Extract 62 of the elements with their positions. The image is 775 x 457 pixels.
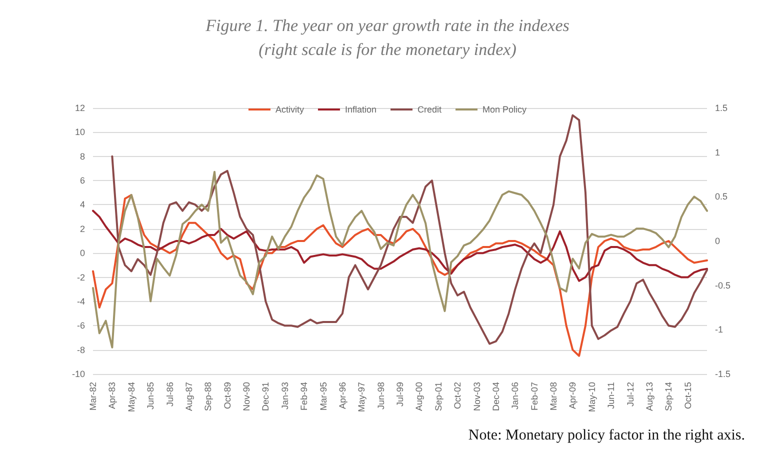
- x-tick-label: Mar-95: [318, 382, 328, 411]
- y2-tick-label: -1.5: [715, 369, 731, 379]
- x-tick-label: Nov-03: [472, 382, 482, 412]
- x-tick-label: Apr-09: [568, 382, 578, 410]
- x-tick-label: Feb-07: [529, 382, 540, 411]
- legend-label: Inflation: [344, 104, 377, 114]
- x-tick-label: Jun-98: [376, 382, 386, 410]
- y-tick-label: -6: [76, 320, 85, 331]
- y2-tick-label: -1: [715, 324, 724, 335]
- x-tick-label: May-97: [356, 382, 367, 412]
- y-tick-label: 8: [80, 151, 85, 162]
- x-tick-label: Jan-93: [280, 382, 290, 410]
- y-tick-label: 10: [74, 127, 85, 138]
- x-tick-label: Aug-13: [644, 382, 654, 412]
- y2-tick-label: 0: [715, 236, 720, 246]
- y-tick-label: 2: [80, 224, 85, 234]
- line-series: [111, 114, 708, 345]
- x-tick-label: Jul-99: [395, 382, 405, 407]
- y-tick-label: -10: [72, 369, 85, 379]
- x-tick-label: Jul-12: [625, 382, 636, 407]
- x-tick-label: Dec-04: [490, 382, 501, 412]
- x-tick-label: Jun-85: [146, 382, 156, 410]
- x-tick-label: Nov-90: [242, 382, 252, 412]
- x-tick-label: Aug-87: [184, 382, 194, 412]
- legend-label: Activity: [275, 104, 304, 114]
- x-tick-label: Oct-02: [452, 382, 463, 410]
- y-tick-label: 12: [74, 103, 85, 113]
- chart-title: Figure 1. The year on year growth rate in the indexes: [204, 16, 570, 35]
- x-tick-label: May-10: [586, 382, 597, 412]
- chart-subtitle: (right scale is for the monetary index): [258, 40, 517, 59]
- y2-tick-label: -0.5: [715, 280, 731, 290]
- line-series: [92, 170, 708, 348]
- y-tick-label: -8: [76, 344, 85, 355]
- y-tick-label: 4: [80, 200, 85, 210]
- x-tick-label: Jan-06: [510, 382, 520, 410]
- x-tick-label: Aug-00: [414, 382, 424, 412]
- x-tick-label: Feb-94: [299, 382, 310, 411]
- x-tick-label: Mar-82: [88, 382, 98, 411]
- y-tick-label: 6: [80, 176, 85, 186]
- x-tick-label: Apr-96: [337, 382, 348, 410]
- y2-tick-label: 1.5: [715, 103, 728, 113]
- x-tick-label: Mar-08: [548, 382, 558, 411]
- x-tick-label: Sep-14: [664, 382, 674, 412]
- x-tick-label: Oct-15: [682, 382, 693, 410]
- y2-tick-label: 1: [715, 147, 720, 158]
- legend-label: Credit: [418, 104, 442, 114]
- x-tick-label: Oct-89: [222, 382, 232, 410]
- x-tick-label: Dec-91: [260, 382, 271, 412]
- x-tick-label: Sep-88: [203, 382, 214, 412]
- x-tick-label: Apr-83: [107, 382, 118, 410]
- x-tick-label: May-84: [126, 382, 136, 412]
- x-tick-label: Sep-01: [433, 382, 444, 412]
- line-series: [92, 194, 708, 357]
- x-tick-label: Jul-86: [164, 382, 175, 407]
- y-tick-label: -2: [76, 272, 85, 282]
- text: Note: Monetary policy factor in the right axis.: [468, 428, 745, 444]
- y-tick-label: 0: [80, 248, 85, 258]
- y-tick-label: -4: [76, 296, 85, 306]
- line-series: [92, 210, 708, 282]
- x-tick-label: Jun-11: [606, 382, 616, 409]
- y2-tick-label: 0.5: [715, 192, 728, 202]
- legend-label: Mon Policy: [482, 104, 528, 114]
